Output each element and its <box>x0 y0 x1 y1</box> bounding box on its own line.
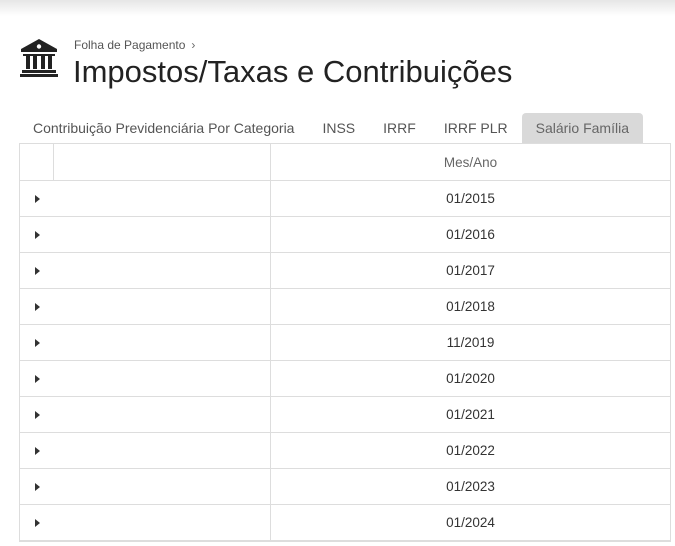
table-row[interactable]: 01/2017 <box>20 252 670 288</box>
empty-cell <box>20 397 271 432</box>
caret-right-icon <box>34 374 40 383</box>
page-title: Impostos/Taxas e Contribuições <box>73 54 513 89</box>
table-header-row: Mes/Ano <box>20 144 670 180</box>
empty-cell <box>20 289 271 324</box>
tab-inss[interactable]: INSS <box>322 120 356 136</box>
caret-right-icon <box>34 410 40 419</box>
caret-right-icon <box>34 230 40 239</box>
table-row[interactable]: 01/2023 <box>20 468 670 504</box>
empty-column-header <box>54 144 271 180</box>
expand-row-button[interactable] <box>20 433 54 468</box>
tab-bar: Contribuição Previdenciária Por Categori… <box>19 113 643 144</box>
tab-irrf[interactable]: IRRF <box>383 120 416 136</box>
expand-row-button[interactable] <box>20 469 54 504</box>
table-row[interactable]: 01/2018 <box>20 288 670 324</box>
top-bar-shadow <box>0 0 675 16</box>
expand-row-button[interactable] <box>20 253 54 288</box>
caret-right-icon <box>34 518 40 527</box>
mes-ano-cell: 01/2023 <box>446 479 495 494</box>
table-row[interactable]: 01/2016 <box>20 216 670 252</box>
mes-ano-cell: 01/2015 <box>446 191 495 206</box>
mes-ano-cell: 01/2017 <box>446 263 495 278</box>
table-row[interactable]: 11/2019 <box>20 324 670 360</box>
tab-contribuicao-previdenciaria[interactable]: Contribuição Previdenciária Por Categori… <box>33 120 295 136</box>
expand-row-button[interactable] <box>20 505 54 540</box>
caret-right-icon <box>34 338 40 347</box>
empty-cell <box>20 181 271 216</box>
empty-cell <box>20 361 271 396</box>
column-header-mes-ano[interactable]: Mes/Ano <box>443 154 498 170</box>
bank-icon <box>20 39 58 77</box>
expand-column-header <box>20 144 54 180</box>
mes-ano-cell: 01/2016 <box>446 227 495 242</box>
mes-ano-cell: 01/2024 <box>446 515 495 530</box>
caret-right-icon <box>34 482 40 491</box>
table-row[interactable]: 01/2021 <box>20 396 670 432</box>
table-row[interactable]: 01/2022 <box>20 432 670 468</box>
empty-cell <box>20 433 271 468</box>
mes-ano-cell: 01/2020 <box>446 371 495 386</box>
table-row[interactable]: 01/2020 <box>20 360 670 396</box>
chevron-right-icon: › <box>191 38 196 52</box>
empty-cell <box>20 469 271 504</box>
expand-row-button[interactable] <box>20 289 54 324</box>
expand-row-button[interactable] <box>20 325 54 360</box>
empty-cell <box>20 505 271 540</box>
expand-row-button[interactable] <box>20 397 54 432</box>
caret-right-icon <box>34 446 40 455</box>
mes-ano-cell: 01/2021 <box>446 407 495 422</box>
tab-salario-familia[interactable]: Salário Família <box>521 113 643 144</box>
mes-ano-cell: 01/2018 <box>446 299 495 314</box>
mes-ano-cell: 11/2019 <box>446 335 495 350</box>
caret-right-icon <box>34 194 40 203</box>
empty-cell <box>20 217 271 252</box>
table-row[interactable]: 01/2024 <box>20 504 670 540</box>
breadcrumb-link[interactable]: Folha de Pagamento <box>74 38 186 52</box>
mes-ano-cell: 01/2022 <box>446 443 495 458</box>
caret-right-icon <box>34 302 40 311</box>
expand-row-button[interactable] <box>20 217 54 252</box>
caret-right-icon <box>34 266 40 275</box>
empty-cell <box>20 325 271 360</box>
table-row[interactable]: 01/2015 <box>20 180 670 216</box>
data-table: Mes/Ano 01/2015 01/2016 01/2017 01/2018 11/2… <box>19 143 671 542</box>
empty-cell <box>20 253 271 288</box>
expand-row-button[interactable] <box>20 361 54 396</box>
expand-row-button[interactable] <box>20 181 54 216</box>
breadcrumb: Folha de Pagamento › <box>74 38 195 52</box>
tab-irrf-plr[interactable]: IRRF PLR <box>443 120 508 136</box>
